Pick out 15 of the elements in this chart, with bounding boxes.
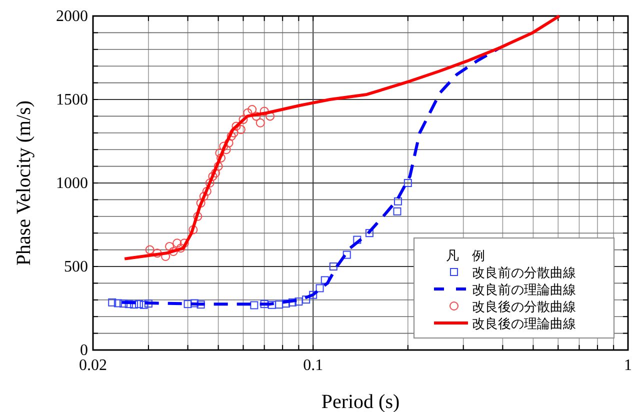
- legend-label: 改良前の理論曲線: [472, 282, 576, 297]
- x-tick-label: 0.02: [79, 357, 107, 374]
- y-tick-label: 1000: [56, 175, 88, 192]
- x-axis-title: Period (s): [321, 391, 400, 412]
- x-tick-label: 1: [624, 357, 632, 374]
- legend-label: 改良前の分散曲線: [472, 265, 576, 280]
- y-tick-label: 2000: [56, 8, 88, 25]
- y-axis-title: Phase Velocity (m/s): [13, 100, 35, 266]
- x-tick-label: 0.1: [303, 357, 324, 374]
- legend-label: 改良後の分散曲線: [472, 299, 576, 314]
- legend-title: 凡 例: [446, 248, 485, 263]
- y-tick-label: 1500: [56, 92, 88, 108]
- y-tick-label: 500: [64, 258, 88, 276]
- legend-label: 改良後の理論曲線: [472, 316, 576, 331]
- y-tick-label: 0: [80, 342, 88, 359]
